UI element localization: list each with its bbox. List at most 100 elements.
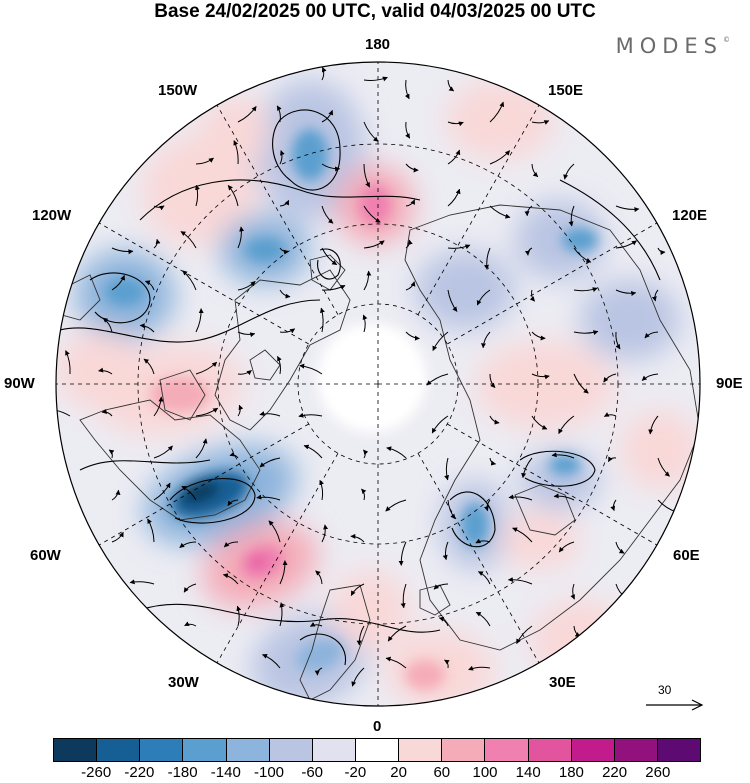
wind-arrow (568, 205, 575, 227)
wind-arrow (321, 109, 334, 123)
wind-arrow (101, 409, 113, 417)
wind-arrow (476, 289, 491, 306)
anomaly-core (245, 238, 285, 262)
wind-arrow (442, 541, 449, 561)
wind-arrow (405, 163, 419, 173)
wind-arrow (222, 573, 239, 585)
wind-arrow (484, 247, 491, 270)
wind-arrow (129, 579, 155, 585)
anomaly-core (295, 638, 345, 672)
colorbar-segment (656, 739, 701, 761)
wind-arrow (573, 330, 599, 336)
wind-arrow (237, 105, 257, 123)
wind-arrow (475, 538, 491, 544)
coastline (249, 349, 281, 381)
wind-arrow (521, 457, 533, 479)
wind-arrow (603, 412, 617, 417)
wind-arrow (404, 79, 410, 100)
brand-logo: MODES© (615, 34, 730, 58)
label-60w: 60W (30, 547, 61, 564)
colorbar-segment (268, 739, 312, 761)
wind-arrow (102, 317, 113, 333)
wind-arrow (321, 247, 338, 266)
coastline (299, 584, 371, 701)
anomaly-core (105, 278, 145, 306)
wind-arrow (432, 331, 449, 352)
meridian-line (216, 104, 339, 315)
colorbar-tick-label: 60 (433, 764, 451, 781)
wind-arrow (405, 239, 413, 249)
anomaly-region (515, 200, 605, 280)
contour-line (317, 248, 341, 280)
colorbar-segment (441, 739, 485, 761)
wind-arrow (516, 625, 533, 645)
wind-arrow (309, 622, 323, 627)
wind-arrow (361, 488, 367, 501)
colorbar-segment (225, 739, 269, 761)
wind-arrow (651, 289, 659, 302)
wind-arrow (385, 656, 407, 669)
wind-arrow (279, 602, 285, 627)
wind-arrow (184, 621, 197, 627)
wind-arrow (400, 583, 407, 609)
wind-arrow (447, 149, 461, 165)
wind-arrow (223, 541, 239, 548)
wind-arrow (657, 457, 670, 477)
anomaly-region (200, 95, 270, 165)
wind-arrow (319, 479, 324, 501)
wind-arrow (480, 331, 491, 349)
wind-arrow (147, 518, 155, 543)
wind-arrow (531, 415, 548, 430)
wind-arrow (531, 163, 539, 178)
contour-line (559, 179, 661, 281)
label-30e: 30E (549, 674, 576, 691)
contour-line (272, 109, 341, 191)
meridian-line (98, 423, 309, 546)
colorbar-tick-label: -20 (344, 764, 367, 781)
wind-arrow (363, 205, 381, 223)
wind-arrow (98, 367, 113, 375)
colorbar-tick-label: 20 (390, 764, 407, 781)
contour-line (169, 478, 256, 524)
anomaly-core (461, 503, 489, 547)
wind-arrow (299, 363, 323, 375)
label-60e: 60E (673, 547, 700, 564)
wind-arrow (657, 247, 666, 256)
wind-arrow (615, 289, 637, 296)
wind-arrow (321, 163, 341, 172)
wind-arrow (111, 531, 124, 543)
wind-arrow (570, 583, 575, 600)
wind-arrow (181, 485, 197, 501)
wind-arrow (475, 611, 491, 627)
colorbar-tick-label: 220 (602, 764, 628, 781)
wind-arrow (195, 438, 208, 459)
colorbar-segment (139, 739, 183, 761)
wind-arrow (512, 527, 533, 543)
wind-arrow (279, 289, 291, 299)
wind-arrow (551, 452, 575, 459)
wind-arrow (447, 499, 456, 520)
wind-arrow (483, 499, 491, 512)
wind-arrow (524, 247, 533, 256)
wind-arrow (477, 571, 491, 585)
wind-arrow (648, 415, 659, 435)
wind-arrow (143, 358, 155, 375)
contour-line (299, 633, 347, 666)
wind-arrow (227, 185, 239, 207)
anomaly-region (580, 280, 680, 360)
wind-arrow (321, 285, 346, 291)
wind-arrow (227, 499, 239, 507)
wind-arrow (153, 482, 171, 501)
wind-arrow (195, 361, 218, 375)
colorbar-segment (96, 739, 140, 761)
wind-arrow (529, 289, 535, 302)
wind-arrow (153, 205, 165, 211)
wind-arrow (363, 449, 369, 459)
wind-arrow (183, 583, 197, 593)
wind-arrow (438, 616, 449, 627)
lat-lon-grid (56, 62, 700, 706)
label-90w: 90W (4, 375, 35, 392)
wind-arrow (489, 101, 505, 123)
meridian-line (216, 453, 339, 664)
anomaly-region (330, 570, 410, 650)
